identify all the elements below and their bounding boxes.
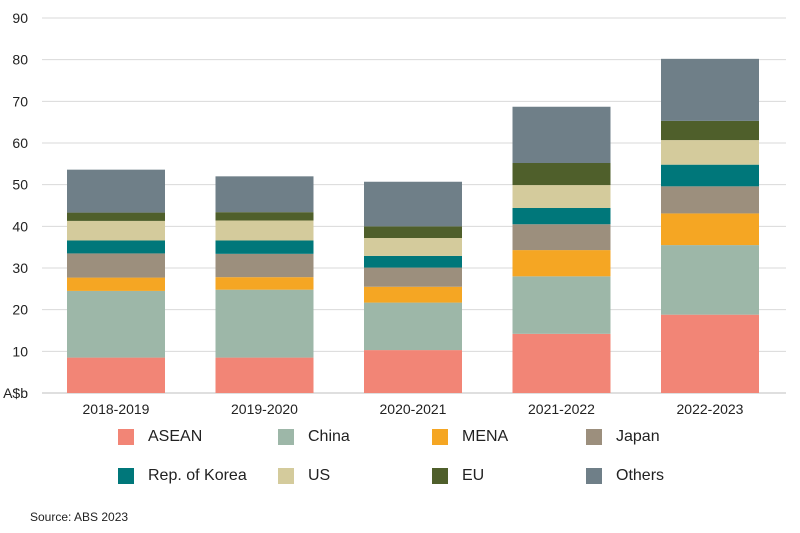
legend-label-others: Others xyxy=(616,467,665,484)
bar-mena-2019-2020 xyxy=(215,277,314,290)
legend-label-eu: EU xyxy=(462,467,485,484)
legend-item-japan: Japan xyxy=(586,426,660,448)
legend-swatch-mena xyxy=(432,429,448,445)
legend-item-asean: ASEAN xyxy=(118,426,202,448)
bar-rep-of-korea-2020-2021 xyxy=(364,255,462,268)
legend-label-mena: MENA xyxy=(462,428,509,445)
y-tick-label-80: 80 xyxy=(12,52,28,68)
bars xyxy=(67,58,759,393)
bar-japan-2021-2022 xyxy=(512,224,611,251)
bar-others-2019-2020 xyxy=(215,176,314,213)
bar-asean-2021-2022 xyxy=(512,333,611,393)
bar-eu-2019-2020 xyxy=(215,212,314,221)
x-tick-label-2020-2021: 2020-2021 xyxy=(380,401,447,417)
legend-swatch-eu xyxy=(432,468,448,484)
bar-us-2022-2023 xyxy=(661,140,759,165)
x-tick-label-2018-2019: 2018-2019 xyxy=(83,401,150,417)
bar-rep-of-korea-2021-2022 xyxy=(512,208,611,225)
stacked-bar-chart: A$b 10 20 30 40 50 60 70 80 90 2018-2019 2019-2020… xyxy=(3,10,786,417)
bar-japan-2018-2019 xyxy=(67,253,165,278)
bar-us-2019-2020 xyxy=(215,220,314,241)
bar-china-2019-2020 xyxy=(215,289,314,358)
bar-asean-2019-2020 xyxy=(215,357,314,393)
x-tick-label-2019-2020: 2019-2020 xyxy=(231,401,298,417)
bar-japan-2020-2021 xyxy=(364,267,462,287)
bar-china-2022-2023 xyxy=(661,245,759,315)
bar-others-2021-2022 xyxy=(512,106,611,163)
legend-item-rep-of-korea: Rep. of Korea xyxy=(118,465,247,487)
bar-mena-2021-2022 xyxy=(512,250,611,277)
bar-eu-2018-2019 xyxy=(67,212,165,221)
x-tick-label-2022-2023: 2022-2023 xyxy=(677,401,744,417)
y-tick-label-10: 10 xyxy=(12,343,28,359)
legend-label-rep-of-korea: Rep. of Korea xyxy=(148,467,247,484)
bar-china-2021-2022 xyxy=(512,276,611,334)
legend-swatch-others xyxy=(586,468,602,484)
bar-eu-2022-2023 xyxy=(661,120,759,141)
bar-others-2022-2023 xyxy=(661,58,759,121)
bar-mena-2020-2021 xyxy=(364,286,462,303)
y-tick-label-30: 30 xyxy=(12,260,28,276)
legend-swatch-us xyxy=(278,468,294,484)
bar-eu-2020-2021 xyxy=(364,226,462,238)
y-tick-label-60: 60 xyxy=(12,135,28,151)
y-tick-label-40: 40 xyxy=(12,218,28,234)
legend-item-us: US xyxy=(278,465,330,487)
bar-us-2018-2019 xyxy=(67,220,165,241)
legend-item-mena: MENA xyxy=(432,426,508,448)
bar-asean-2020-2021 xyxy=(364,350,462,393)
bar-others-2020-2021 xyxy=(364,181,462,227)
legend-item-others: Others xyxy=(586,465,664,487)
y-tick-label-a-b: A$b xyxy=(3,385,28,401)
legend-label-asean: ASEAN xyxy=(148,428,203,445)
bar-japan-2022-2023 xyxy=(661,186,759,214)
bar-mena-2022-2023 xyxy=(661,213,759,246)
y-tick-label-70: 70 xyxy=(12,93,28,109)
legend-swatch-china xyxy=(278,429,294,445)
legend-swatch-rep-of-korea xyxy=(118,468,134,484)
legend-label-japan: Japan xyxy=(616,428,660,445)
bar-asean-2022-2023 xyxy=(661,314,759,393)
legend-swatch-japan xyxy=(586,429,602,445)
y-tick-label-90: 90 xyxy=(12,10,28,26)
bar-eu-2021-2022 xyxy=(512,163,611,186)
bar-mena-2018-2019 xyxy=(67,277,165,291)
bar-rep-of-korea-2022-2023 xyxy=(661,164,759,187)
bar-japan-2019-2020 xyxy=(215,253,314,278)
x-axis-ticks: 2018-2019 2019-2020 2020-2021 2021-2022 2022… xyxy=(83,401,744,417)
legend-swatch-asean xyxy=(118,429,134,445)
y-tick-label-50: 50 xyxy=(12,177,28,193)
x-tick-label-2021-2022: 2021-2022 xyxy=(528,401,595,417)
bar-china-2018-2019 xyxy=(67,290,165,358)
bar-rep-of-korea-2018-2019 xyxy=(67,240,165,254)
bar-others-2018-2019 xyxy=(67,169,165,213)
legend-label-china: China xyxy=(308,428,350,445)
bar-china-2020-2021 xyxy=(364,302,462,351)
y-tick-label-20: 20 xyxy=(12,302,28,318)
bar-us-2020-2021 xyxy=(364,238,462,256)
bar-rep-of-korea-2019-2020 xyxy=(215,240,314,254)
bar-us-2021-2022 xyxy=(512,185,611,208)
bar-asean-2018-2019 xyxy=(67,357,165,393)
legend-label-us: US xyxy=(308,467,331,484)
legend-item-eu: EU xyxy=(432,465,484,487)
source-note: Source: ABS 2023 xyxy=(30,510,129,524)
legend-item-china: China xyxy=(278,426,350,448)
y-axis-ticks: A$b 10 20 30 40 50 60 70 80 90 xyxy=(3,10,28,401)
